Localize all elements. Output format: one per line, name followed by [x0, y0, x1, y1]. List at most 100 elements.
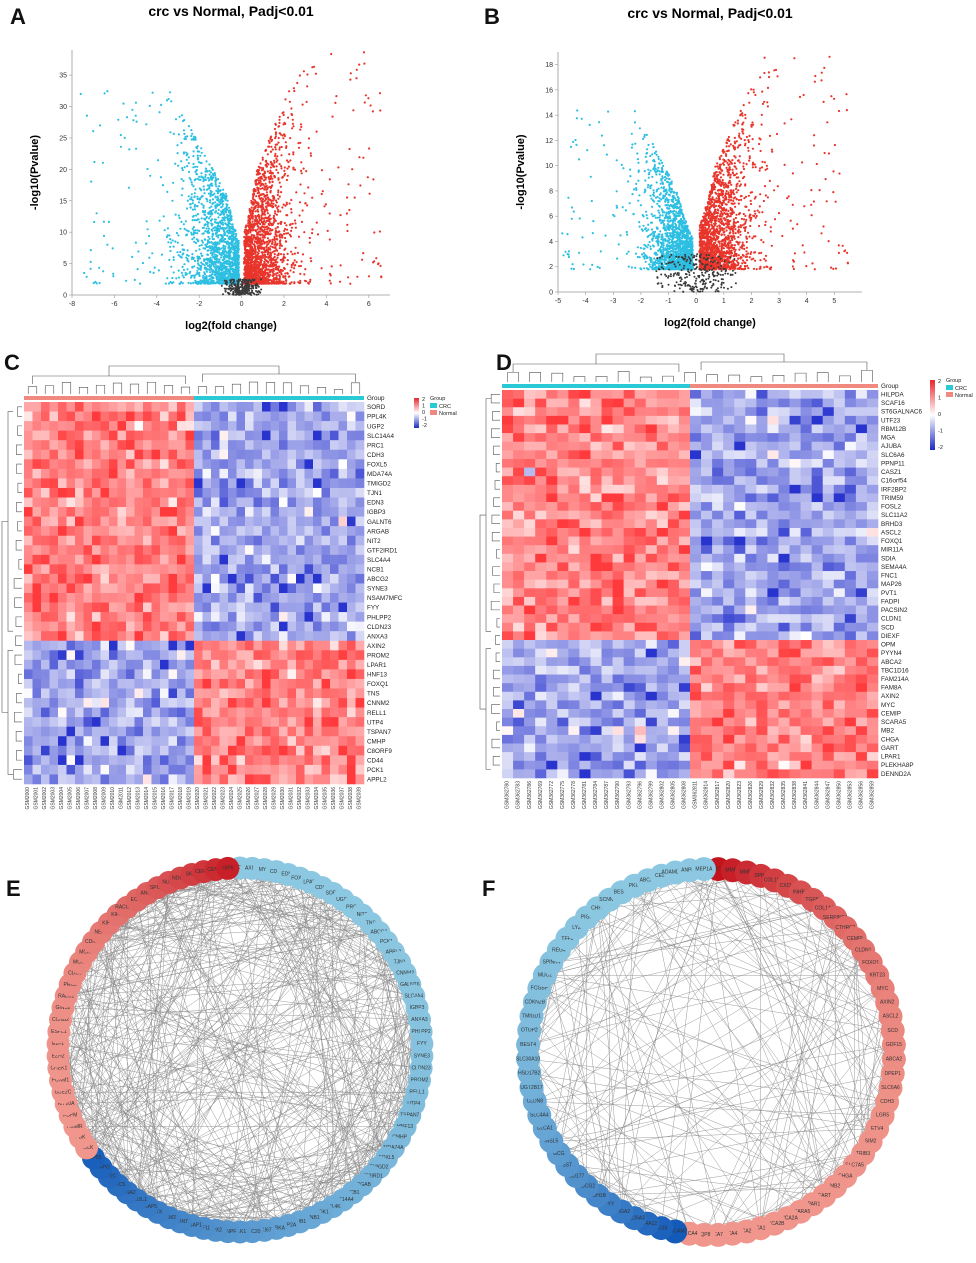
scatter-point	[194, 279, 197, 282]
scatter-point	[645, 210, 648, 213]
scatter-point	[231, 245, 234, 249]
x-tick-label: 5	[832, 298, 836, 305]
scatter-point	[658, 216, 661, 219]
scatter-point	[260, 278, 262, 281]
scatter-point	[278, 195, 281, 198]
scatter-point	[637, 179, 640, 182]
scatter-point	[251, 257, 254, 260]
scatter-point	[665, 180, 669, 183]
scatter-point	[679, 203, 682, 206]
scatter-point	[225, 251, 228, 254]
scatter-point	[630, 266, 634, 269]
scatter-point	[250, 236, 253, 239]
scatter-point	[262, 263, 265, 266]
y-tick-label: 10	[545, 163, 553, 170]
scatter-point	[277, 252, 280, 255]
scatter-point	[221, 282, 224, 285]
scatter-point	[193, 135, 196, 138]
scatter-point	[193, 192, 196, 195]
scatter-point	[249, 211, 252, 214]
scatter-point	[284, 227, 287, 231]
scatter-point	[276, 193, 279, 197]
scatter-point	[214, 241, 217, 244]
scatter-point	[280, 253, 283, 256]
scatter-point	[197, 201, 200, 204]
scatter-point	[191, 132, 194, 135]
scatter-point	[328, 178, 331, 181]
scatter-point	[662, 227, 666, 230]
scatter-point	[280, 167, 283, 170]
panel-letter-e: E	[6, 876, 21, 901]
scatter-point	[99, 124, 102, 127]
scatter-point	[289, 159, 292, 162]
scatter-point	[193, 203, 197, 207]
scatter-point	[283, 229, 286, 232]
scatter-point	[226, 268, 229, 271]
scatter-point	[148, 256, 151, 259]
scatter-point	[210, 205, 213, 208]
scatter-point	[185, 229, 188, 232]
scatter-point	[192, 256, 195, 259]
x-tick-label: -8	[69, 301, 75, 308]
scatter-point	[266, 212, 269, 215]
scatter-point	[293, 168, 297, 171]
scatter-point	[172, 258, 175, 261]
scatter-point	[188, 177, 191, 180]
scatter-point	[211, 247, 214, 250]
scatter-point	[190, 196, 193, 199]
scatter-point	[284, 236, 287, 240]
scatter-point	[265, 279, 269, 283]
scatter-point	[218, 274, 221, 277]
scatter-point	[592, 220, 595, 223]
scatter-point	[134, 114, 137, 117]
scatter-point	[272, 267, 275, 270]
scatter-point	[222, 278, 225, 281]
scatter-point	[283, 222, 286, 225]
scatter-point	[246, 249, 249, 252]
scatter-point	[274, 240, 277, 244]
scatter-point	[195, 214, 198, 217]
scatter-point	[247, 257, 250, 260]
scatter-point	[259, 162, 262, 165]
scatter-point	[224, 192, 227, 195]
scatter-point	[257, 177, 260, 180]
scatter-point	[244, 275, 247, 278]
scatter-point	[293, 264, 296, 267]
scatter-point	[161, 184, 165, 187]
scatter-point	[232, 233, 235, 236]
scatter-point	[174, 118, 178, 121]
scatter-point	[674, 248, 677, 251]
scatter-point	[293, 259, 296, 262]
scatter-point	[131, 255, 134, 258]
scatter-point	[231, 278, 234, 281]
scatter-point	[286, 167, 289, 170]
scatter-point	[282, 113, 285, 117]
scatter-point	[178, 216, 181, 220]
scatter-point	[251, 201, 254, 204]
scatter-point	[175, 277, 178, 280]
scatter-point	[278, 247, 281, 250]
scatter-point	[200, 252, 203, 255]
scatter-point	[278, 230, 281, 233]
scatter-point	[208, 278, 211, 281]
scatter-point	[203, 213, 206, 216]
scatter-point	[578, 217, 581, 220]
scatter-point	[258, 291, 261, 293]
scatter-point	[227, 262, 230, 265]
scatter-point	[276, 272, 279, 275]
scatter-point	[254, 256, 257, 259]
scatter-point	[274, 135, 277, 138]
scatter-point	[222, 244, 225, 247]
scatter-point	[167, 282, 171, 285]
scatter-point	[195, 281, 199, 284]
scatter-point	[192, 226, 195, 229]
scatter-point	[190, 181, 193, 184]
scatter-point	[271, 258, 275, 261]
scatter-point	[215, 235, 218, 238]
scatter-point	[292, 271, 295, 274]
scatter-point	[202, 274, 205, 277]
scatter-point	[285, 232, 288, 235]
scatter-point	[275, 143, 279, 146]
scatter-point	[339, 214, 342, 217]
